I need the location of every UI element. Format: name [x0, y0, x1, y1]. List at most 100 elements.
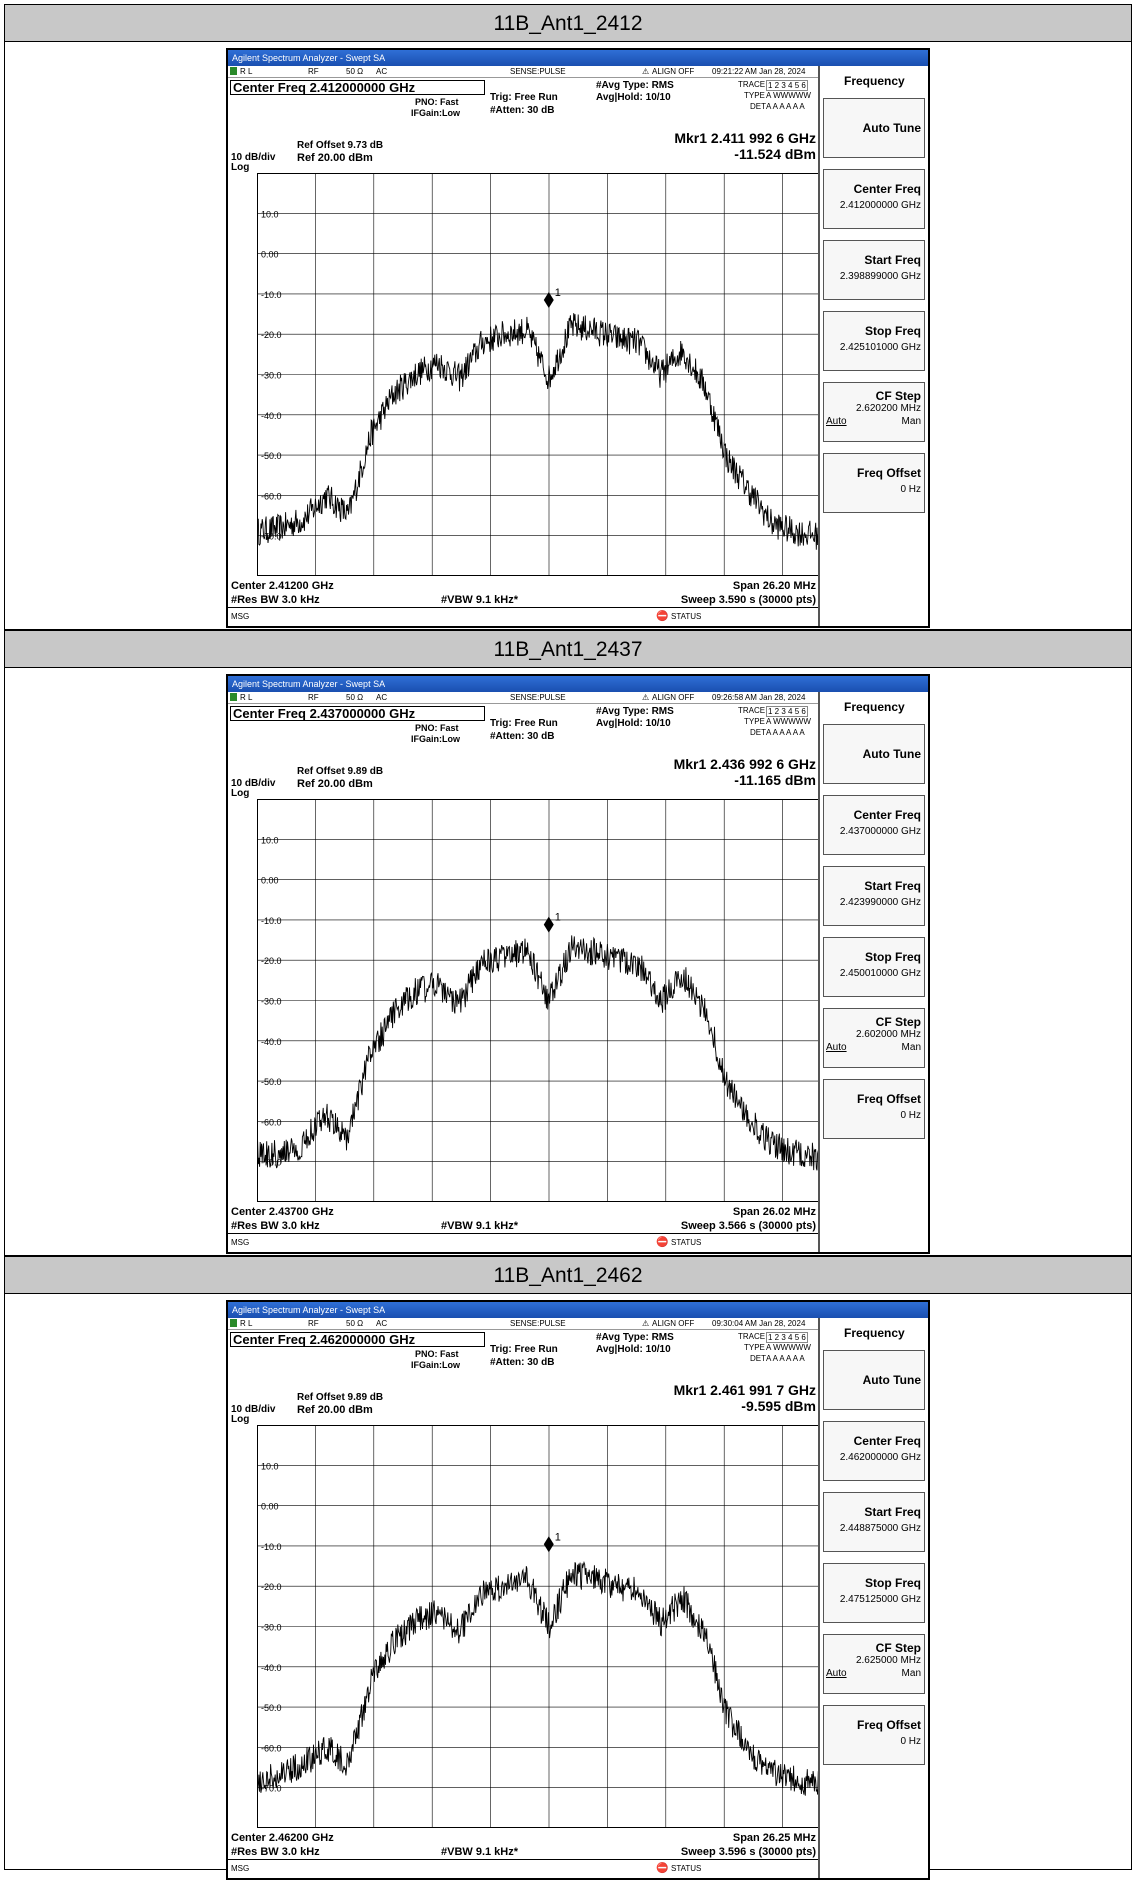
scale-per-div: 10 dB/div [231, 778, 276, 789]
y-tick-label: -20.0 [261, 330, 282, 340]
rl-indicator: R L [240, 693, 253, 702]
y-tick-label: 0.00 [261, 876, 279, 886]
auto-tune-label: Auto Tune [862, 747, 921, 761]
y-tick-label: 10.0 [261, 1461, 279, 1471]
freq-offset-button[interactable]: Freq Offset 0 Hz [823, 1079, 925, 1139]
log-scale-label: Log [231, 1414, 250, 1425]
y-tick-label: -50.0 [261, 451, 282, 461]
y-tick-label: -70.0 [261, 1784, 282, 1794]
cf-step-auto: Auto [826, 1668, 847, 1679]
ref-offset: Ref Offset 9.73 dB [297, 140, 384, 151]
cf-step-label: CF Step [875, 389, 921, 403]
res-bw-label: #Res BW 3.0 kHz [231, 1220, 320, 1232]
y-tick-label: -10.0 [261, 1542, 282, 1552]
stop-freq-button[interactable]: Stop Freq 2.425101000 GHz [823, 311, 925, 371]
cf-step-label: CF Step [875, 1641, 921, 1655]
start-freq-button[interactable]: Start Freq 2.398899000 GHz [823, 240, 925, 300]
message-bar: MSG ⛔ STATUS [228, 1233, 822, 1252]
center-freq-display[interactable]: Center Freq 2.462000000 GHz [230, 1332, 485, 1347]
cf-step-value: 2.620200 MHz [855, 403, 921, 414]
stop-freq-button[interactable]: Stop Freq 2.450010000 GHz [823, 937, 925, 997]
spectrum-trace [257, 935, 841, 1173]
auto-tune-button[interactable]: Auto Tune [823, 1350, 925, 1410]
stop-freq-button[interactable]: Stop Freq 2.475125000 GHz [823, 1563, 925, 1623]
cf-step-button[interactable]: CF Step 2.602000 MHz Auto Man [823, 1008, 925, 1068]
det-values: A A A A A A [766, 728, 805, 737]
rf-indicator: RF [308, 1319, 319, 1328]
marker-frequency: Mkr1 2.436 992 6 GHz [673, 756, 816, 772]
spectrum-plot: 10.0 0.00 -10.0 -20.0 -30.0 -40.0 -50.0 -60.0 -7… [257, 173, 841, 576]
stop-freq-value: 2.475125000 GHz [839, 1594, 921, 1605]
window-icon [230, 693, 237, 701]
freq-offset-button[interactable]: Freq Offset 0 Hz [823, 453, 925, 513]
cf-step-button[interactable]: CF Step 2.620200 MHz Auto Man [823, 382, 925, 442]
center-freq-value: 2.462000000 GHz [839, 1452, 921, 1463]
y-tick-label: -40.0 [261, 1037, 282, 1047]
sense-indicator: SENSE:PULSE [510, 67, 566, 76]
center-frequency-label: Center 2.46200 GHz [231, 1832, 334, 1844]
rf-indicator: RF [308, 693, 319, 702]
vbw-label: #VBW 9.1 kHz* [441, 1220, 519, 1232]
freq-offset-label: Freq Offset [856, 466, 921, 480]
center-freq-display[interactable]: Center Freq 2.412000000 GHz [230, 80, 485, 95]
ac-indicator: AC [376, 693, 388, 702]
cf-step-button[interactable]: CF Step 2.625000 MHz Auto Man [823, 1634, 925, 1694]
msg-label: MSG [231, 1238, 250, 1247]
pno-setting: PNO: Fast [415, 1349, 459, 1359]
center-freq-label: Center Freq [853, 1434, 921, 1448]
marker-diamond [543, 916, 554, 933]
y-tick-label: -60.0 [261, 1743, 282, 1753]
auto-tune-label: Auto Tune [862, 1373, 921, 1387]
pno-setting: PNO: Fast [415, 97, 459, 107]
stop-freq-label: Stop Freq [865, 1576, 921, 1590]
type-label: TYPE [744, 91, 765, 100]
y-tick-label: 0.00 [261, 1502, 279, 1512]
auto-tune-button[interactable]: Auto Tune [823, 724, 925, 784]
start-freq-label: Start Freq [864, 1505, 921, 1519]
marker-amplitude: -11.165 dBm [734, 772, 816, 788]
center-freq-display[interactable]: Center Freq 2.437000000 GHz [230, 706, 485, 721]
marker-label: 1 [555, 912, 561, 924]
cf-step-label: CF Step [875, 1015, 921, 1029]
ref-level: Ref 20.00 dBm [297, 1404, 373, 1416]
center-freq-button[interactable]: Center Freq 2.412000000 GHz [823, 169, 925, 229]
y-tick-label: -30.0 [261, 997, 282, 1007]
center-freq-button[interactable]: Center Freq 2.462000000 GHz [823, 1421, 925, 1481]
cf-step-value: 2.602000 MHz [855, 1029, 921, 1040]
y-tick-label: -20.0 [261, 1582, 282, 1592]
trace-numbers: 1 2 3 4 5 6 [766, 1332, 808, 1343]
align-indicator: ALIGN OFF [652, 693, 695, 702]
timestamp: 09:21:22 AM Jan 28, 2024 [712, 67, 806, 76]
y-tick-label: -70.0 [261, 532, 282, 542]
attenuation-setting: #Atten: 30 dB [490, 1357, 555, 1368]
avg-hold: Avg|Hold: 10/10 [596, 718, 671, 729]
freq-offset-value: 0 Hz [900, 484, 921, 495]
y-tick-label: -20.0 [261, 956, 282, 966]
auto-tune-button[interactable]: Auto Tune [823, 98, 925, 158]
softkey-menu-title: Frequency [844, 700, 905, 714]
spectrum-trace [257, 313, 841, 552]
res-bw-label: #Res BW 3.0 kHz [231, 594, 320, 606]
marker-diamond [543, 292, 554, 309]
center-freq-button[interactable]: Center Freq 2.437000000 GHz [823, 795, 925, 855]
avg-hold: Avg|Hold: 10/10 [596, 1344, 671, 1355]
timestamp: 09:26:58 AM Jan 28, 2024 [712, 693, 806, 702]
avg-type: #Avg Type: RMS [596, 706, 674, 717]
freq-offset-value: 0 Hz [900, 1736, 921, 1747]
start-freq-button[interactable]: Start Freq 2.448875000 GHz [823, 1492, 925, 1552]
start-freq-label: Start Freq [864, 253, 921, 267]
spectrum-analyzer-window: Agilent Spectrum Analyzer - Swept SA R L… [226, 674, 930, 1254]
y-tick-label: -30.0 [261, 1623, 282, 1633]
stop-freq-value: 2.450010000 GHz [839, 968, 921, 979]
cf-step-man: Man [901, 416, 921, 427]
spectrum-analyzer-window: Agilent Spectrum Analyzer - Swept SA R L… [226, 48, 930, 628]
rf-indicator: RF [308, 67, 319, 76]
sense-indicator: SENSE:PULSE [510, 1319, 566, 1328]
freq-offset-button[interactable]: Freq Offset 0 Hz [823, 1705, 925, 1765]
y-tick-label: -30.0 [261, 371, 282, 381]
window-icon [230, 67, 237, 75]
stop-freq-label: Stop Freq [865, 950, 921, 964]
status-label: STATUS [671, 1238, 702, 1247]
log-scale-label: Log [231, 788, 250, 799]
start-freq-button[interactable]: Start Freq 2.423990000 GHz [823, 866, 925, 926]
